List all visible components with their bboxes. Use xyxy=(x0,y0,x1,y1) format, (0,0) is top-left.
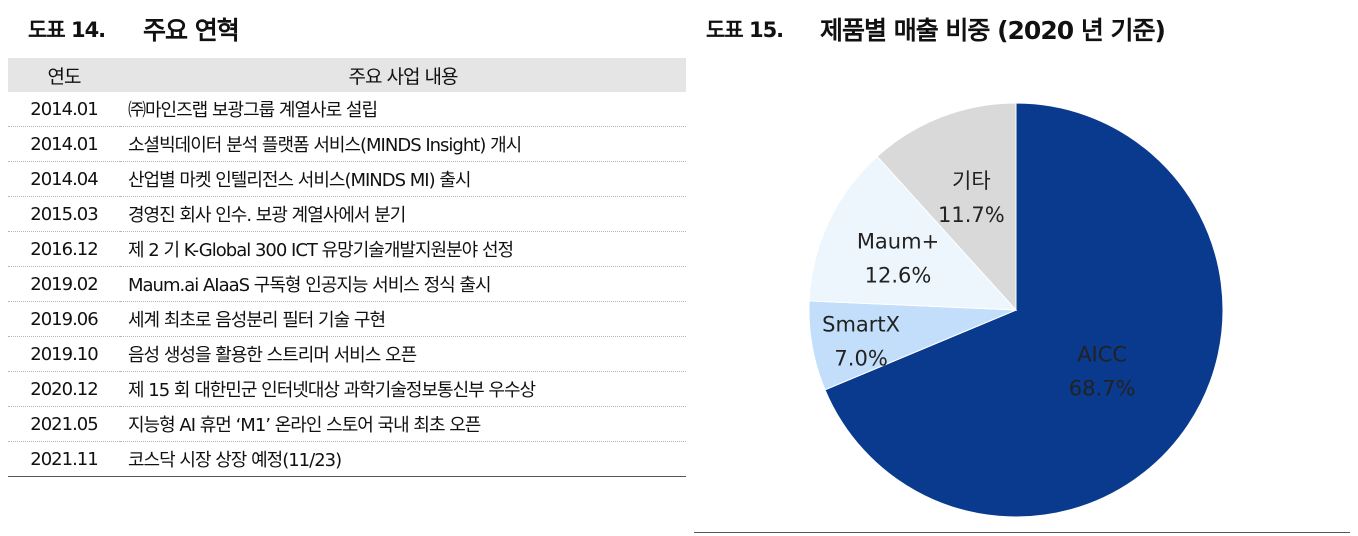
content-cell: 소셜빅데이터 분석 플랫폼 서비스(MINDS Insight) 개시 xyxy=(120,126,686,162)
column-header-content: 주요 사업 내용 xyxy=(120,58,686,92)
figure-number: 도표 15. xyxy=(706,18,784,42)
content-cell: 지능형 AI 휴먼 ‘M1’ 온라인 스토어 국내 최초 오픈 xyxy=(120,406,686,442)
table-row: 2021.05 지능형 AI 휴먼 ‘M1’ 온라인 스토어 국내 최초 오픈 xyxy=(8,406,686,442)
figure-title: 제품별 매출 비중 (2020 년 기준) xyxy=(820,16,1166,45)
slice-label: Maum+ xyxy=(857,229,939,253)
year-cell: 2014.01 xyxy=(8,126,120,162)
year-cell: 2021.11 xyxy=(8,441,120,477)
column-header-year: 연도 xyxy=(8,58,120,92)
table-row: 2021.11 코스닥 시장 상장 예정(11/23) xyxy=(8,441,686,477)
table-row: 2016.12 제 2 기 K-Global 300 ICT 유망기술개발지원분야… xyxy=(8,231,686,267)
table-row: 2019.02 Maum.ai AIaaS 구독형 인공지능 서비스 정식 출시 xyxy=(8,266,686,302)
year-cell: 2020.12 xyxy=(8,371,120,407)
history-header: 도표 14. 주요 연혁 xyxy=(8,0,686,58)
content-cell: 음성 생성을 활용한 스트리머 서비스 오픈 xyxy=(120,336,686,372)
year-cell: 2019.10 xyxy=(8,336,120,372)
slice-value-label: 68.7% xyxy=(1069,376,1136,400)
history-table-body: 2014.01 ㈜마인즈랩 보광그룹 계열사로 설립 2014.01 소셜빅데이터 분… xyxy=(8,92,686,477)
table-row: 2014.01 ㈜마인즈랩 보광그룹 계열사로 설립 xyxy=(8,92,686,127)
table-row: 2014.01 소셜빅데이터 분석 플랫폼 서비스(MINDS Insight) … xyxy=(8,126,686,162)
content-cell: 코스닥 시장 상장 예정(11/23) xyxy=(120,441,686,477)
slice-label: 기타 xyxy=(952,169,991,193)
content-cell: 세계 최초로 음성분리 필터 기술 구현 xyxy=(120,301,686,337)
slice-value-label: 7.0% xyxy=(834,347,887,371)
chart-area: AICC 68.7% SmartX 7.0% Maum+ 12.6% 기타 11.7% xyxy=(694,64,1350,533)
content-cell: 제 2 기 K-Global 300 ICT 유망기술개발지원분야 선정 xyxy=(120,231,686,267)
content-cell: 산업별 마켓 인텔리전스 서비스(MINDS MI) 출시 xyxy=(120,161,686,197)
year-cell: 2014.04 xyxy=(8,161,120,197)
table-row: 2015.03 경영진 회사 인수. 보광 계열사에서 분기 xyxy=(8,196,686,232)
sales-mix-header: 도표 15. 제품별 매출 비중 (2020 년 기준) xyxy=(694,0,1350,58)
pie-slice-aicc xyxy=(824,102,1224,518)
content-cell: Maum.ai AIaaS 구독형 인공지능 서비스 정식 출시 xyxy=(120,266,686,302)
year-cell: 2021.05 xyxy=(8,406,120,442)
year-cell: 2019.06 xyxy=(8,301,120,337)
slice-value-label: 11.7% xyxy=(938,203,1005,227)
slice-label: AICC xyxy=(1077,342,1127,366)
slice-value-label: 12.6% xyxy=(865,263,932,287)
history-panel: 도표 14. 주요 연혁 연도 주요 사업 내용 2014.01 ㈜마인즈랩 보광… xyxy=(8,0,686,477)
pie-slice-maum xyxy=(808,155,1018,311)
year-cell: 2014.01 xyxy=(8,92,120,127)
content-cell: 제 15 회 대한민군 인터넷대상 과학기술정보통신부 우수상 xyxy=(120,371,686,407)
table-row: 2020.12 제 15 회 대한민군 인터넷대상 과학기술정보통신부 우수상 xyxy=(8,371,686,407)
slice-label: SmartX xyxy=(822,313,900,337)
history-table: 연도 주요 사업 내용 2014.01 ㈜마인즈랩 보광그룹 계열사로 설립 201… xyxy=(8,58,686,477)
year-cell: 2016.12 xyxy=(8,231,120,267)
figure-number: 도표 14. xyxy=(28,18,106,42)
table-row: 2014.04 산업별 마켓 인텔리전스 서비스(MINDS MI) 출시 xyxy=(8,161,686,197)
content-cell: 경영진 회사 인수. 보광 계열사에서 분기 xyxy=(120,196,686,232)
year-cell: 2015.03 xyxy=(8,196,120,232)
year-cell: 2019.02 xyxy=(8,266,120,302)
table-row: 2019.06 세계 최초로 음성분리 필터 기술 구현 xyxy=(8,301,686,337)
content-cell: ㈜마인즈랩 보광그룹 계열사로 설립 xyxy=(120,92,686,127)
sales-mix-panel: 도표 15. 제품별 매출 비중 (2020 년 기준) AICC 68.7% Sm… xyxy=(694,0,1350,533)
figure-title: 주요 연혁 xyxy=(143,16,240,45)
table-row: 2019.10 음성 생성을 활용한 스트리머 서비스 오픈 xyxy=(8,336,686,372)
pie-chart: AICC 68.7% SmartX 7.0% Maum+ 12.6% 기타 11.7% xyxy=(808,102,1224,518)
table-header-row: 연도 주요 사업 내용 xyxy=(8,58,686,92)
pie-slice- xyxy=(876,102,1017,312)
